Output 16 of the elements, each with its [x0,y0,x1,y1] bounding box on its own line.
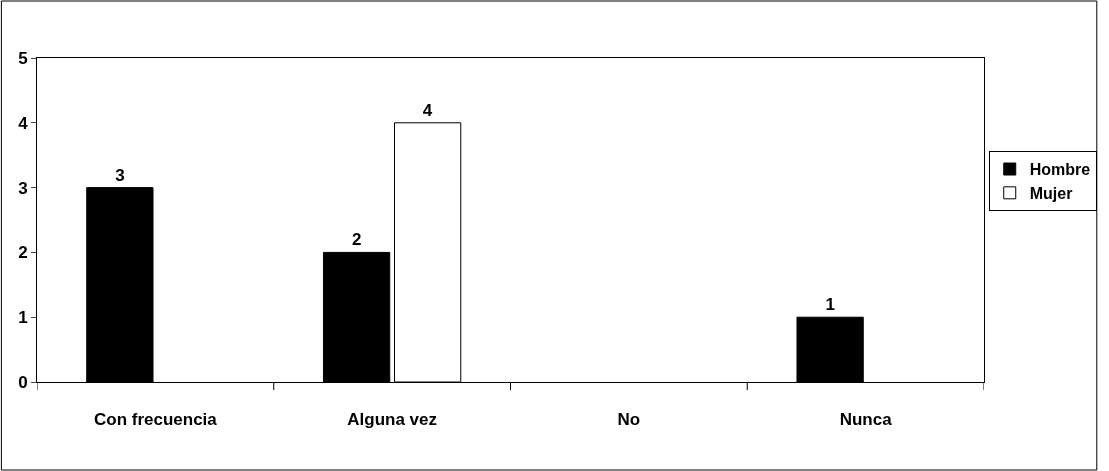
x-tick-label: Nunca [839,410,893,430]
data-label: 2 [351,230,362,250]
y-tick-label: 0 [18,372,28,392]
data-label: 4 [422,100,433,120]
x-tick-label: No [617,410,641,430]
y-tick-label: 1 [18,308,28,328]
data-label: 3 [115,165,125,185]
x-tick-label: Alguna vez [347,410,438,430]
legend-label: Mujer [1029,185,1073,203]
y-tick-label: 3 [18,178,28,198]
data-label: 1 [825,295,835,315]
y-tick-label: 5 [18,48,28,68]
legend-label: Hombre [1029,161,1091,179]
y-tick-label: 4 [18,113,29,133]
y-tick-label: 2 [18,243,28,263]
x-tick-label: Con frecuencia [93,410,218,430]
